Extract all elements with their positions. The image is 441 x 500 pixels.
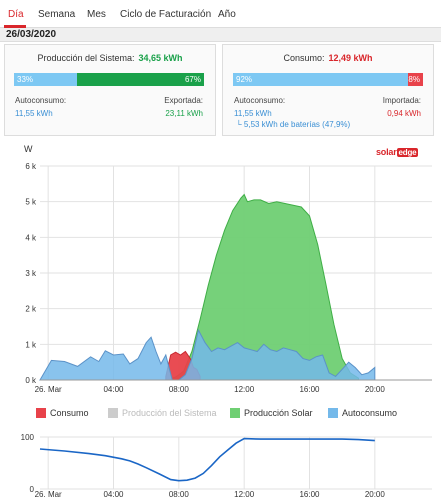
y-tick-label: 3 k — [25, 269, 37, 278]
production-export-segment: 67% — [184, 75, 201, 84]
mini-y-tick-label: 0 — [30, 485, 35, 494]
legend-label-produccion-sistema: Producción del Sistema — [122, 408, 217, 418]
current-date: 26/03/2020 — [6, 29, 57, 40]
consumption-title-label: Consumo: — [283, 53, 325, 63]
series-area-autoconsumo — [39, 328, 376, 381]
production-self-label: Autoconsumo: — [15, 96, 67, 105]
production-bar: 33% 67% — [14, 73, 204, 86]
solaredge-logo: solar edge — [376, 147, 419, 157]
consumption-title: Consumo: 12,49 kWh — [223, 53, 433, 63]
tab-ciclo-facturacion[interactable]: Ciclo de Facturación — [120, 9, 212, 20]
legend-consumo[interactable]: Consumo — [36, 408, 89, 418]
x-tick-label: 08:00 — [169, 385, 190, 394]
tab-semana[interactable]: Semana — [38, 9, 76, 20]
mini-x-tick-label: 12:00 — [234, 490, 255, 499]
mini-y-tick-label: 100 — [21, 433, 35, 442]
production-title: Producción del Sistema: 34,65 kWh — [5, 53, 215, 63]
legend-label-consumo: Consumo — [50, 408, 89, 418]
tab-dia[interactable]: Día — [8, 9, 24, 20]
logo-text-solar: solar — [376, 147, 397, 157]
mini-x-tick-label: 20:00 — [365, 490, 386, 499]
y-tick-label: 4 k — [25, 233, 37, 242]
legend-produccion-solar[interactable]: Producción Solar — [230, 408, 313, 418]
consumption-self-segment: 92% — [233, 73, 408, 86]
legend-label-autoconsumo: Autoconsumo — [342, 408, 398, 418]
power-area-chart: W 0 k 1 k 2 k 3 k 4 k 5 k 6 k 26. Mar 04:00 08:00 1… — [24, 144, 432, 394]
series-area-produccion-solar — [165, 193, 359, 381]
mini-x-tick-label: 04:00 — [103, 490, 124, 499]
legend-swatch-autoconsumo — [328, 408, 338, 418]
x-tick-label: 12:00 — [234, 385, 255, 394]
period-tabs: Día Semana Mes Ciclo de Facturación Año — [0, 0, 441, 28]
consumption-bar: 92% 8% — [233, 73, 423, 86]
consumption-self-label: Autoconsumo: — [234, 96, 286, 105]
legend-swatch-produccion-sistema — [108, 408, 118, 418]
production-panel: Producción del Sistema: 34,65 kWh 33% 67%… — [4, 44, 216, 136]
logo-text-edge: edge — [396, 148, 419, 157]
x-tick-label: 20:00 — [365, 385, 386, 394]
y-axis-label: W — [24, 144, 33, 154]
navigator-line-chart[interactable]: 0 100 26. Mar 04:00 08:00 12:00 16:00 20:00 — [0, 425, 441, 500]
mini-x-tick-label: 08:00 — [169, 490, 190, 499]
legend-swatch-produccion-solar — [230, 408, 240, 418]
y-tick-label: 5 k — [25, 198, 37, 207]
x-tick-label: 16:00 — [299, 385, 320, 394]
x-tick-label: 04:00 — [103, 385, 124, 394]
chart-legend: Consumo Producción del Sistema Producció… — [0, 404, 441, 424]
x-tick-label: 26. Mar — [35, 385, 62, 394]
consumption-panel: Consumo: 12,49 kWh 92% 8% Autoconsumo: 11… — [222, 44, 434, 136]
production-export-label: Exportada: — [164, 96, 203, 105]
date-bar: 26/03/2020 — [0, 28, 441, 42]
tab-ano[interactable]: Año — [218, 9, 236, 20]
mini-x-tick-label: 16:00 — [299, 490, 320, 499]
consumption-value: 12,49 kWh — [328, 53, 373, 63]
mini-x-tick-label: 26. Mar — [35, 490, 62, 499]
battery-note: └ 5,53 kWh de baterías (47,9%) — [236, 120, 351, 129]
active-tab-indicator — [4, 25, 26, 28]
legend-label-produccion-solar: Producción Solar — [244, 408, 313, 418]
production-export-value: 23,11 kWh — [165, 109, 203, 118]
consumption-import-segment: 8% — [408, 75, 420, 84]
production-self-segment: 33% — [14, 73, 77, 86]
consumption-import-value: 0,94 kWh — [387, 109, 421, 118]
mini-series-line — [39, 437, 375, 482]
y-tick-label: 1 k — [25, 340, 37, 349]
legend-swatch-consumo — [36, 408, 46, 418]
y-tick-label: 0 k — [25, 376, 37, 385]
consumption-import-label: Importada: — [382, 96, 421, 105]
y-tick-label: 2 k — [25, 305, 37, 314]
consumption-self-value: 11,55 kWh — [234, 109, 272, 118]
production-value: 34,65 kWh — [138, 53, 183, 63]
legend-produccion-sistema[interactable]: Producción del Sistema — [108, 408, 217, 418]
tab-mes[interactable]: Mes — [87, 9, 106, 20]
production-self-value: 11,55 kWh — [15, 109, 53, 118]
legend-autoconsumo[interactable]: Autoconsumo — [328, 408, 397, 418]
y-tick-label: 6 k — [25, 162, 37, 171]
production-title-label: Producción del Sistema: — [37, 53, 135, 63]
